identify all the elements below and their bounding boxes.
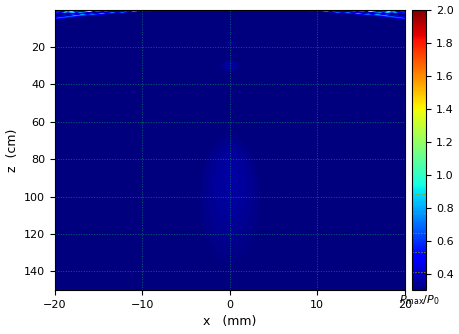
Y-axis label: z  (cm): z (cm) bbox=[6, 128, 18, 172]
X-axis label: x   (mm): x (mm) bbox=[203, 315, 257, 328]
X-axis label: $P_{\rm max}/P_0$: $P_{\rm max}/P_0$ bbox=[399, 293, 440, 307]
